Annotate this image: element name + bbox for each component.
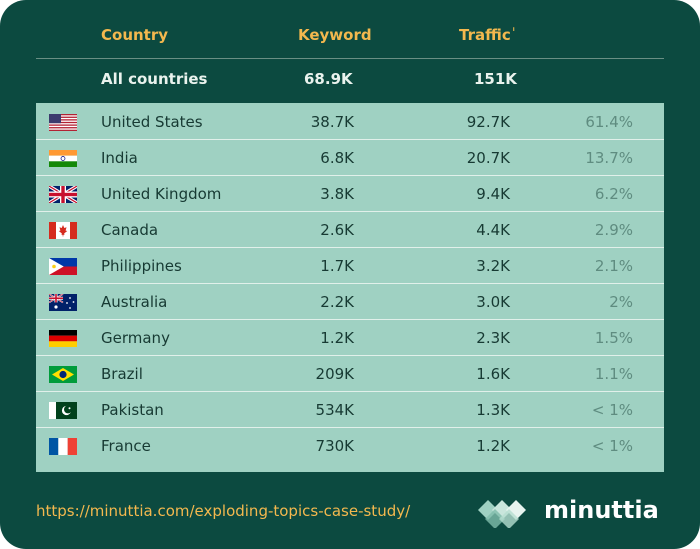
traffic-share: 2% [609,293,633,311]
traffic-share: < 1% [591,437,633,455]
source-link[interactable]: https://minuttia.com/exploding-topics-ca… [36,502,411,520]
summary-traffic: 151K [474,70,517,88]
country-name: France [101,437,151,455]
country-name: India [101,149,138,167]
brazil-flag-icon [49,366,77,383]
traffic-share: 2.9% [594,221,633,239]
country-name: Australia [101,293,168,311]
keyword-value: 209K [315,365,354,383]
us-flag-icon [49,114,77,131]
keyword-value: 1.2K [320,329,354,347]
country-name: Germany [101,329,170,347]
traffic-share: 6.2% [594,185,633,203]
traffic-value: 4.4K [476,221,510,239]
country-name: Canada [101,221,159,239]
table-row: Canada 2.6K 4.4K 2.9% [36,212,664,248]
india-flag-icon [49,150,77,167]
row-divider [36,391,664,392]
traffic-share: < 1% [591,401,633,419]
traffic-share: 1.1% [594,365,633,383]
keyword-value: 2.2K [320,293,354,311]
traffic-value: 9.4K [476,185,510,203]
australia-flag-icon [49,294,77,311]
table-row: Philippines 1.7K 3.2K 2.1% [36,248,664,284]
table-row: France 730K 1.2K < 1% [36,428,664,464]
table-row: United Kingdom 3.8K 9.4K 6.2% [36,176,664,212]
traffic-value: 92.7K [466,113,510,131]
traffic-value: 20.7K [466,149,510,167]
table-header: Country Keyword Traffic ⁱ [0,18,700,58]
header-traffic-label: Traffic [459,26,511,44]
keyword-value: 534K [315,401,354,419]
keyword-value: 730K [315,437,354,455]
traffic-value: 1.3K [476,401,510,419]
keyword-value: 38.7K [310,113,354,131]
row-divider [36,139,664,140]
germany-flag-icon [49,330,77,347]
table-row: Brazil 209K 1.6K 1.1% [36,356,664,392]
row-divider [36,283,664,284]
brand-logo: minuttia [478,494,668,530]
traffic-value: 3.0K [476,293,510,311]
keyword-value: 2.6K [320,221,354,239]
table-row: Germany 1.2K 2.3K 1.5% [36,320,664,356]
table-row: United States 38.7K 92.7K 61.4% [36,104,664,140]
brand-name: minuttia [544,496,659,524]
traffic-share: 13.7% [585,149,633,167]
country-name: Pakistan [101,401,164,419]
keyword-value: 3.8K [320,185,354,203]
header-divider [36,58,664,59]
keyword-value: 1.7K [320,257,354,275]
row-divider [36,175,664,176]
row-divider [36,247,664,248]
traffic-share: 1.5% [594,329,633,347]
traffic-share: 2.1% [594,257,633,275]
traffic-share: 61.4% [585,113,633,131]
row-divider [36,355,664,356]
france-flag-icon [49,438,77,455]
row-divider [36,427,664,428]
country-table: United States 38.7K 92.7K 61.4% India 6.… [36,103,664,472]
traffic-value: 1.2K [476,437,510,455]
country-name: United States [101,113,203,131]
table-row: Australia 2.2K 3.0K 2% [36,284,664,320]
uk-flag-icon [49,186,77,203]
keyword-value: 6.8K [320,149,354,167]
table-row: India 6.8K 20.7K 13.7% [36,140,664,176]
header-country: Country [101,26,169,44]
traffic-value: 2.3K [476,329,510,347]
info-icon[interactable]: ⁱ [512,27,515,37]
summary-row: All countries 68.9K 151K [0,60,700,98]
minuttia-logo-icon [478,500,526,528]
summary-label: All countries [101,70,208,88]
header-keyword: Keyword [298,26,372,44]
philippines-flag-icon [49,258,77,275]
header-traffic: Traffic ⁱ [459,26,515,44]
canada-flag-icon [49,222,77,239]
country-name: Brazil [101,365,143,383]
country-name: United Kingdom [101,185,222,203]
row-divider [36,319,664,320]
table-row: Pakistan 534K 1.3K < 1% [36,392,664,428]
row-divider [36,211,664,212]
country-name: Philippines [101,257,182,275]
traffic-value: 3.2K [476,257,510,275]
pakistan-flag-icon [49,402,77,419]
summary-keyword: 68.9K [304,70,353,88]
traffic-value: 1.6K [476,365,510,383]
